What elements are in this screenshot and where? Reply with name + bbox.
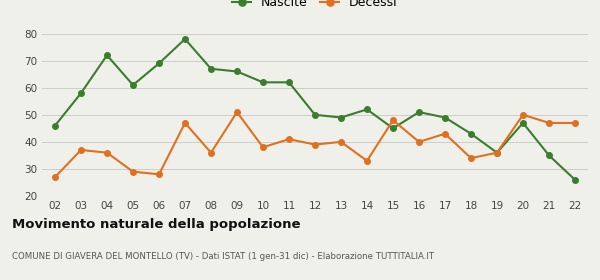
Decessi — [415, 140, 422, 144]
Nascite — [311, 113, 319, 116]
Nascite — [155, 62, 163, 65]
Decessi — [130, 170, 137, 173]
Text: COMUNE DI GIAVERA DEL MONTELLO (TV) - Dati ISTAT (1 gen-31 dic) - Elaborazione T: COMUNE DI GIAVERA DEL MONTELLO (TV) - Da… — [12, 252, 434, 261]
Decessi — [103, 151, 110, 154]
Nascite — [442, 116, 449, 119]
Decessi — [493, 151, 500, 154]
Decessi — [467, 157, 475, 160]
Decessi — [77, 148, 85, 152]
Nascite — [467, 132, 475, 136]
Nascite — [233, 70, 241, 73]
Decessi — [52, 175, 59, 179]
Nascite — [77, 92, 85, 95]
Nascite — [52, 124, 59, 127]
Decessi — [520, 113, 527, 116]
Decessi — [545, 121, 553, 125]
Nascite — [208, 67, 215, 71]
Decessi — [571, 121, 578, 125]
Decessi — [364, 159, 371, 162]
Decessi — [286, 137, 293, 141]
Nascite — [337, 116, 344, 119]
Line: Decessi: Decessi — [52, 109, 578, 180]
Nascite — [493, 151, 500, 154]
Nascite — [389, 127, 397, 130]
Nascite — [545, 154, 553, 157]
Decessi — [155, 173, 163, 176]
Decessi — [337, 140, 344, 144]
Nascite — [259, 81, 266, 84]
Line: Nascite: Nascite — [52, 36, 578, 183]
Nascite — [286, 81, 293, 84]
Nascite — [181, 37, 188, 41]
Decessi — [259, 146, 266, 149]
Legend: Nascite, Decessi: Nascite, Decessi — [227, 0, 403, 14]
Nascite — [415, 110, 422, 114]
Decessi — [389, 118, 397, 122]
Decessi — [442, 132, 449, 136]
Decessi — [311, 143, 319, 146]
Nascite — [103, 53, 110, 57]
Decessi — [181, 121, 188, 125]
Decessi — [233, 110, 241, 114]
Nascite — [364, 108, 371, 111]
Nascite — [571, 178, 578, 181]
Nascite — [520, 121, 527, 125]
Text: Movimento naturale della popolazione: Movimento naturale della popolazione — [12, 218, 301, 231]
Nascite — [130, 83, 137, 87]
Decessi — [208, 151, 215, 154]
